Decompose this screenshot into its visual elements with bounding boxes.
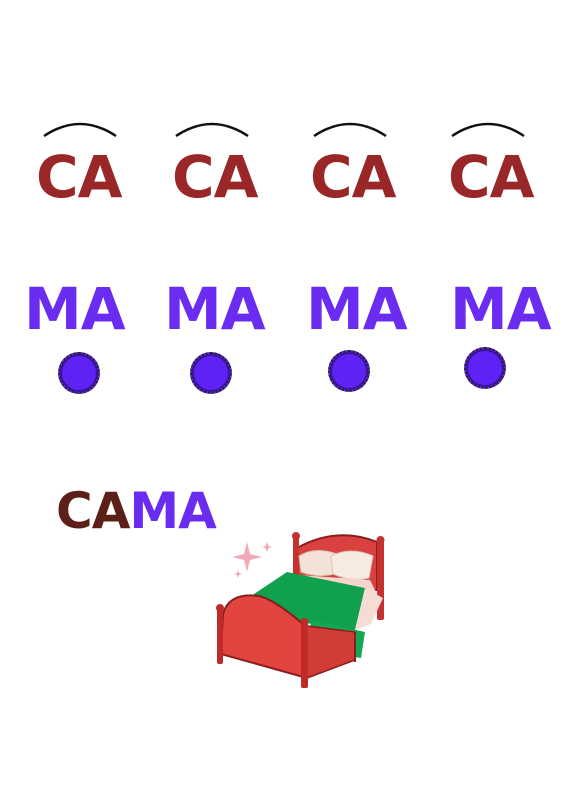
word-part-ca: CA xyxy=(56,482,130,540)
word-cama: CAMA xyxy=(56,486,217,536)
syllable-ca: CA xyxy=(36,143,122,211)
arc-mark xyxy=(43,122,117,138)
syllable-ma: MA xyxy=(450,275,552,343)
syllable-ca: CA xyxy=(448,143,534,211)
arc-mark xyxy=(313,122,387,138)
dot-mark xyxy=(190,352,232,394)
sparkle-icon xyxy=(232,542,272,578)
dot-mark xyxy=(58,352,100,394)
syllable-ma: MA xyxy=(306,275,408,343)
arc-mark xyxy=(175,122,249,138)
word-part-ma: MA xyxy=(129,482,216,540)
syllable-ca: CA xyxy=(310,143,396,211)
syllable-ma: MA xyxy=(24,275,126,343)
bed-illustration xyxy=(216,532,385,688)
dot-mark xyxy=(328,350,370,392)
arc-mark xyxy=(451,122,525,138)
dot-mark xyxy=(464,347,506,389)
syllable-ca: CA xyxy=(172,143,258,211)
syllable-ma: MA xyxy=(164,275,266,343)
